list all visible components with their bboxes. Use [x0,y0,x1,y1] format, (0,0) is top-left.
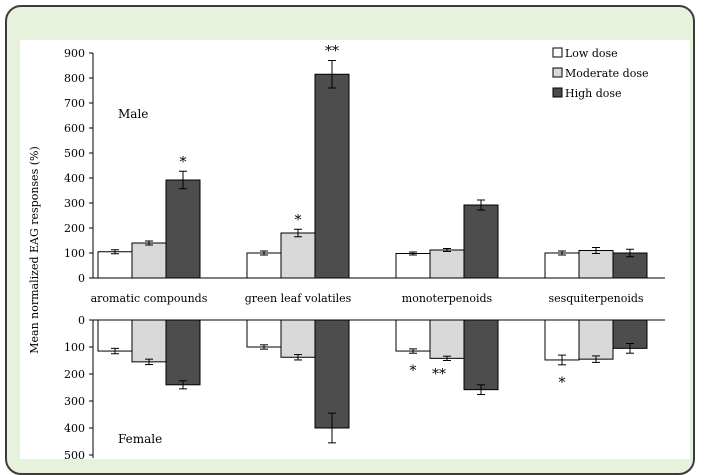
female-bar-2 [429,319,465,359]
legend-label: Moderate dose [565,67,649,80]
male-bar-2 [429,249,465,279]
female-significance: ** [432,367,446,383]
male-y-tick-label: 100 [64,247,85,260]
legend-swatch [552,47,563,58]
category-label: green leaf volatiles [245,292,352,305]
female-bar-1 [544,319,580,361]
male-bar-3 [165,179,201,279]
male-bar-2 [280,232,316,279]
female-significance: * [559,375,566,391]
female-y-tick-label: 300 [64,395,85,408]
male-y-tick-label: 600 [64,122,85,135]
female-y-tick-label: 500 [64,449,85,459]
male-bar-2 [578,250,614,279]
female-bar-1 [97,319,133,352]
male-y-tick-label: 900 [64,47,85,60]
female-y-tick-label: 0 [78,314,85,327]
male-y-tick-label: 300 [64,197,85,210]
male-y-tick-label: 500 [64,147,85,160]
male-y-tick-label: 0 [78,272,85,285]
female-bar-2 [131,319,167,363]
category-label: aromatic compounds [91,292,208,305]
female-bar-3 [463,319,499,391]
legend-label: Low dose [565,47,618,60]
male-bar-2 [131,242,167,279]
legend-swatch [552,67,563,78]
male-bar-1 [246,252,282,279]
male-significance: * [295,212,302,228]
eag-bar-chart: Mean normalized EAG responses (%) 0 100 200… [28,44,665,459]
category-label: monoterpenoids [402,292,493,305]
female-y-tick-label: 400 [64,422,85,435]
male-y-tick-label: 700 [64,97,85,110]
female-bar-3 [165,319,201,386]
male-significance: ** [325,44,339,60]
male-bar-3 [314,73,350,279]
legend-label: High dose [565,87,622,100]
female-bar-1 [246,319,282,348]
female-y-tick-label: 200 [64,368,85,381]
female-bar-2 [578,319,614,360]
plot-card: Mean normalized EAG responses (%) 0 100 200… [20,40,690,459]
male-y-tick-label: 400 [64,172,85,185]
male-y-tick-label: 200 [64,222,85,235]
female-y-tick-label: 100 [64,341,85,354]
male-significance: * [180,154,187,170]
female-bar-3 [314,319,350,429]
female-bar-2 [280,319,316,358]
legend-swatch [552,87,563,98]
male-y-tick-label: 800 [64,72,85,85]
panel-label-female: Female [118,432,162,446]
male-bar-1 [544,252,580,279]
category-label: sesquiterpenoids [548,292,643,305]
panel-label-male: Male [118,107,148,121]
y-axis-title: Mean normalized EAG responses (%) [28,146,41,354]
male-bar-1 [395,253,431,279]
male-bar-1 [97,251,133,279]
female-bar-1 [395,319,431,352]
male-bar-3 [463,204,499,279]
female-significance: * [410,363,417,379]
